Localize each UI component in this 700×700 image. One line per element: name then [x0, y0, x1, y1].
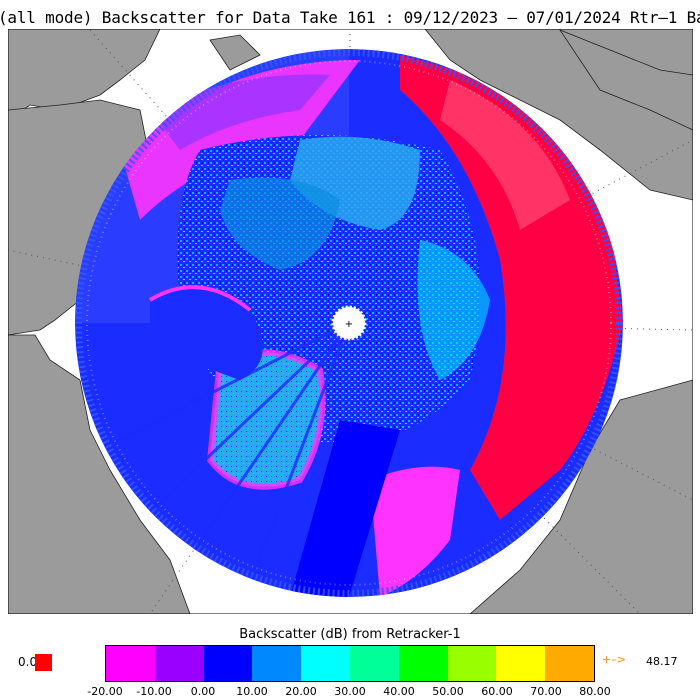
colorbar-tick-label: 70.00 — [530, 685, 562, 698]
colorbar-tick-label: 20.00 — [285, 685, 317, 698]
colorbar-title: Backscatter (dB) from Retracker-1 — [239, 627, 461, 642]
pole-marker: + — [345, 319, 353, 330]
colorbar-tick-label: 10.00 — [236, 685, 268, 698]
colorbar-segment — [496, 646, 546, 681]
colorbar-segment — [154, 646, 204, 681]
max-value-arrow: +–> — [602, 653, 626, 666]
colorbar-tick-label: -10.00 — [136, 685, 172, 698]
colorbar-segment — [349, 646, 399, 681]
colorbar-segment — [545, 646, 594, 681]
colorbar-segment — [447, 646, 497, 681]
polar-backscatter-map: + — [8, 29, 693, 614]
colorbar-tick-label: 0.00 — [190, 685, 216, 698]
map-title: (all mode) Backscatter for Data Take 161… — [0, 8, 700, 27]
zero-value-label: 0.0 — [18, 655, 38, 669]
colorbar-segment — [106, 646, 155, 681]
colorbar-segment — [252, 646, 302, 681]
max-value-label: 48.17 — [646, 655, 678, 668]
land-masses — [8, 29, 693, 614]
colorbar-segment — [398, 646, 448, 681]
colorbar-tick-label: -20.00 — [87, 685, 123, 698]
colorbar-segment — [203, 646, 253, 681]
zero-value-swatch — [35, 654, 52, 671]
colorbar-tick-label: 50.00 — [432, 685, 464, 698]
colorbar-tick-label: 60.00 — [481, 685, 513, 698]
colorbar-segment — [301, 646, 350, 681]
colorbar — [105, 645, 595, 682]
colorbar-tick-label: 30.00 — [334, 685, 366, 698]
colorbar-tick-label: 80.00 — [579, 685, 611, 698]
pole-hole — [333, 307, 365, 339]
colorbar-tick-label: 40.00 — [383, 685, 415, 698]
